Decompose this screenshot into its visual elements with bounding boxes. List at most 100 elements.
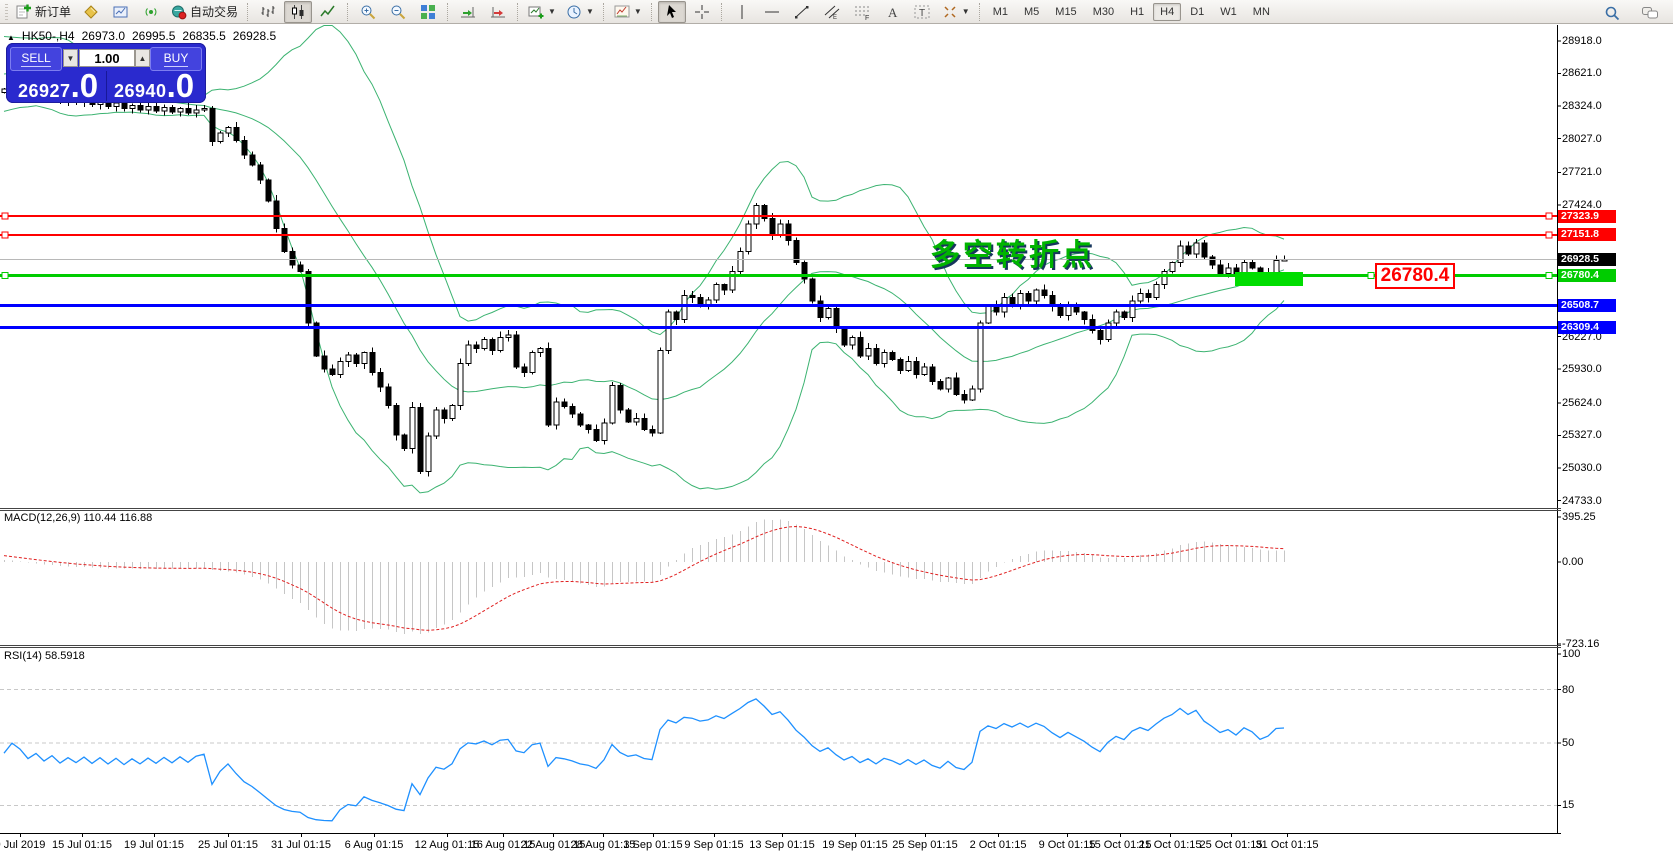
rsi-pane bbox=[0, 689, 1557, 822]
highlight-rectangle[interactable] bbox=[1235, 271, 1303, 286]
date-axis-label[interactable]: 9 Jul 2019 bbox=[0, 839, 46, 851]
tf-h1-button[interactable]: H1 bbox=[1130, 5, 1145, 18]
date-axis-label[interactable]: 9 Oct 01:15 bbox=[1038, 839, 1096, 851]
auto-scroll-button[interactable] bbox=[454, 1, 482, 23]
bear-candle bbox=[561, 401, 568, 408]
tf-m5-button[interactable]: M5 bbox=[1024, 5, 1040, 18]
zoom-out-button[interactable] bbox=[384, 1, 412, 23]
sell-button[interactable]: SELL bbox=[10, 47, 62, 71]
date-axis-label[interactable]: 13 Sep 01:15 bbox=[749, 839, 815, 851]
new-chart-dropdown[interactable]: ▼ bbox=[524, 1, 560, 23]
buy-button[interactable]: BUY bbox=[150, 47, 202, 71]
volume-up-button[interactable]: ▲ bbox=[135, 49, 150, 67]
tf-w1-button[interactable]: W1 bbox=[1220, 5, 1237, 18]
text-label-button[interactable]: T bbox=[908, 1, 936, 23]
bull-candle bbox=[361, 352, 368, 365]
date-axis-label[interactable]: 25 Sep 01:15 bbox=[892, 839, 958, 851]
bear-candle bbox=[281, 228, 288, 253]
tf-mn-button[interactable]: MN bbox=[1252, 5, 1270, 18]
tf-h4-button[interactable]: H4 bbox=[1153, 2, 1182, 21]
rsi-line bbox=[3, 698, 1285, 822]
fibonacci-button[interactable]: F bbox=[848, 1, 876, 23]
profiles-dropdown[interactable]: ▼ bbox=[562, 1, 598, 23]
tf-d1-button[interactable]: D1 bbox=[1190, 5, 1205, 18]
bear-candle bbox=[833, 308, 840, 330]
panel-divider bbox=[106, 71, 107, 101]
vertical-line-button[interactable] bbox=[728, 1, 756, 23]
header-open: 26973.0 bbox=[81, 29, 125, 43]
chat-button[interactable] bbox=[1636, 2, 1664, 24]
bear-candle bbox=[1057, 306, 1064, 316]
bar-chart-button[interactable] bbox=[254, 1, 282, 23]
trendline-button[interactable] bbox=[788, 1, 816, 23]
arrows-dropdown[interactable]: ▼ bbox=[938, 1, 974, 23]
volume-input[interactable] bbox=[79, 49, 135, 67]
signals-button[interactable] bbox=[137, 1, 165, 23]
bear-candle bbox=[929, 366, 936, 382]
toolbar-separator bbox=[247, 2, 249, 21]
bull-candle bbox=[217, 132, 224, 143]
bear-candle bbox=[385, 386, 392, 406]
tf-m1-button[interactable]: M1 bbox=[992, 5, 1008, 18]
tile-windows-button[interactable] bbox=[414, 1, 442, 23]
chart-text-annotation[interactable]: 多空转折点 bbox=[930, 239, 1095, 272]
text-button[interactable]: A bbox=[878, 1, 906, 23]
symbol-title: HK50-,H4 bbox=[21, 29, 75, 43]
date-axis-label[interactable]: 12 Aug 01:15 bbox=[414, 839, 480, 851]
tf-m15-button[interactable]: M15 bbox=[1055, 5, 1077, 18]
date-axis-label[interactable]: 9 Sep 01:15 bbox=[684, 839, 744, 851]
bar-chart-icon bbox=[260, 4, 276, 20]
date-axis-label[interactable]: 22 Aug 01:15 bbox=[520, 839, 586, 851]
bull-candle bbox=[705, 299, 712, 305]
bear-candle bbox=[209, 108, 216, 143]
horizontal-line-button[interactable] bbox=[758, 1, 786, 23]
metaeditor-button[interactable] bbox=[77, 1, 105, 23]
bull-candle bbox=[1193, 242, 1200, 255]
template-dropdown[interactable]: ▼ bbox=[610, 1, 646, 23]
bull-candle bbox=[409, 407, 416, 449]
zoom-in-button[interactable] bbox=[354, 1, 382, 23]
autotrading-button[interactable]: 自动交易 bbox=[167, 1, 242, 23]
date-axis-label[interactable]: 16 Aug 01:15 bbox=[470, 839, 536, 851]
date-axis-label[interactable]: 25 Oct 01:15 bbox=[1199, 839, 1263, 851]
date-axis-label[interactable]: 25 Jul 01:15 bbox=[198, 839, 258, 851]
search-button[interactable] bbox=[1598, 2, 1626, 24]
rsi-label: RSI(14) 58.5918 bbox=[4, 650, 85, 662]
toolbar-separator bbox=[347, 2, 349, 21]
date-axis-label[interactable]: 15 Oct 01:15 bbox=[1088, 839, 1152, 851]
sell-price-decimal: .0 bbox=[70, 67, 99, 104]
bull-candle bbox=[1161, 270, 1168, 286]
crosshair-button[interactable] bbox=[688, 1, 716, 23]
date-axis-label[interactable]: 15 Jul 01:15 bbox=[52, 839, 112, 851]
date-axis-label[interactable]: 19 Sep 01:15 bbox=[822, 839, 888, 851]
candlestick-chart-button[interactable] bbox=[284, 0, 313, 23]
chart-window-button[interactable] bbox=[107, 1, 135, 23]
bull-candle bbox=[161, 107, 168, 112]
cursor-button[interactable] bbox=[657, 0, 686, 23]
bull-candle bbox=[145, 106, 152, 111]
date-axis-label[interactable]: 31 Oct 01:15 bbox=[1255, 839, 1319, 851]
volume-down-button[interactable]: ▼ bbox=[63, 49, 78, 67]
tf-m30-button[interactable]: M30 bbox=[1092, 5, 1115, 18]
bear-candle bbox=[441, 409, 448, 420]
collapse-triangle-icon[interactable]: ▲ bbox=[7, 33, 15, 42]
line-chart-button[interactable] bbox=[314, 1, 342, 23]
new-order-button[interactable]: 新订单 bbox=[12, 1, 75, 23]
hline-price-badge: 26508.7 bbox=[1558, 299, 1616, 313]
bull-candle bbox=[985, 306, 992, 324]
date-axis-label[interactable]: 21 Oct 01:15 bbox=[1138, 839, 1202, 851]
bear-candle bbox=[1145, 292, 1152, 299]
bull-candle bbox=[433, 409, 440, 437]
bear-candle bbox=[169, 107, 176, 113]
price-tag-label[interactable]: 26780.4 bbox=[1375, 263, 1455, 289]
date-axis-label[interactable]: 28 Aug 01:15 bbox=[570, 839, 636, 851]
date-axis-label[interactable]: 3 Sep 01:15 bbox=[623, 839, 683, 851]
date-axis-label[interactable]: 6 Aug 01:15 bbox=[344, 839, 404, 851]
chart-shift-button[interactable] bbox=[484, 1, 512, 23]
date-axis-label[interactable]: 31 Jul 01:15 bbox=[271, 839, 331, 851]
date-axis-label[interactable]: 2 Oct 01:15 bbox=[969, 839, 1027, 851]
equidistant-channel-button[interactable]: E bbox=[818, 1, 846, 23]
header-high: 26995.5 bbox=[132, 29, 176, 43]
date-axis-label[interactable]: 19 Jul 01:15 bbox=[124, 839, 184, 851]
